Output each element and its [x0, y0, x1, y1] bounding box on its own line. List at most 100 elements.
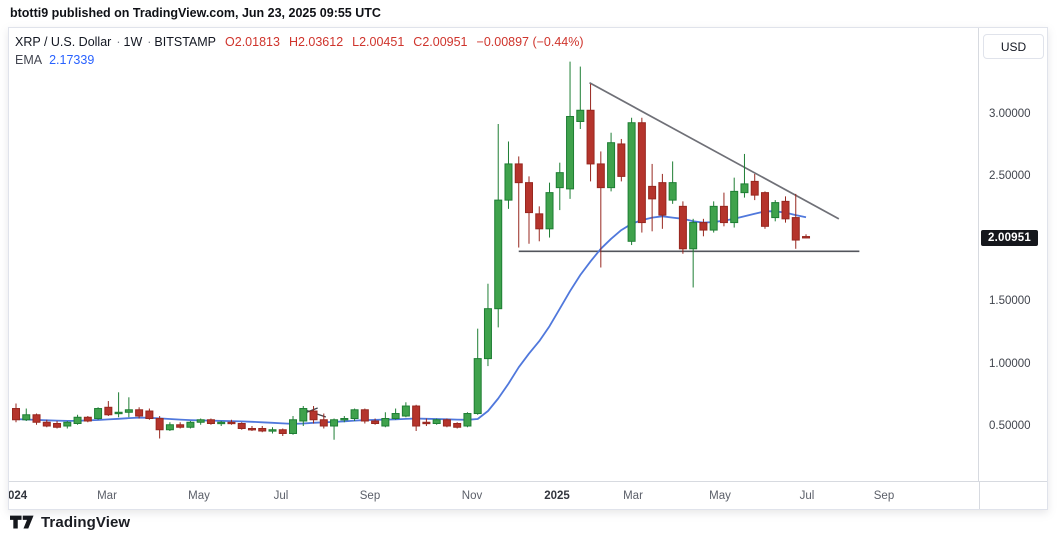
- candle[interactable]: [401, 402, 410, 418]
- symbol-legend-row[interactable]: XRP / U.S. Dollar · 1W · BITSTAMP O2.01813 H2.…: [15, 34, 587, 50]
- candle[interactable]: [432, 418, 441, 425]
- candle[interactable]: [463, 412, 472, 428]
- time-axis[interactable]: 024 Mar May Jul Sep Nov 2025 Mar May Jul Sep: [9, 481, 1047, 509]
- candle[interactable]: [689, 218, 698, 288]
- candle[interactable]: [227, 419, 236, 425]
- candle[interactable]: [247, 426, 256, 431]
- candle[interactable]: [750, 173, 759, 201]
- candle[interactable]: [381, 412, 390, 428]
- candle[interactable]: [12, 403, 20, 423]
- candle[interactable]: [514, 156, 523, 248]
- candle-body: [473, 358, 482, 415]
- candle[interactable]: [145, 408, 154, 420]
- candle[interactable]: [176, 422, 185, 429]
- candle-body: [155, 418, 164, 431]
- ohlc-high: H2.03612: [288, 35, 344, 49]
- candle[interactable]: [596, 151, 605, 268]
- candle[interactable]: [391, 408, 400, 420]
- candle[interactable]: [299, 406, 308, 426]
- candle[interactable]: [699, 218, 708, 237]
- candle[interactable]: [791, 193, 800, 249]
- candle[interactable]: [237, 422, 246, 430]
- candle[interactable]: [196, 418, 205, 425]
- ohlc-open: O2.01813: [225, 35, 280, 49]
- candle[interactable]: [586, 84, 595, 182]
- candle[interactable]: [760, 191, 769, 229]
- candle[interactable]: [576, 66, 585, 129]
- candle[interactable]: [32, 413, 41, 425]
- candlestick-chart[interactable]: [9, 28, 1047, 484]
- candle[interactable]: [289, 416, 298, 435]
- candle[interactable]: [53, 421, 62, 429]
- candle[interactable]: [135, 407, 144, 419]
- tradingview-watermark[interactable]: TradingView: [10, 514, 130, 531]
- candle[interactable]: [504, 141, 513, 209]
- descending-trendline[interactable]: [589, 82, 840, 220]
- candle[interactable]: [719, 192, 728, 227]
- candle[interactable]: [668, 161, 677, 204]
- candle[interactable]: [637, 117, 646, 233]
- time-axis-label: 024: [8, 489, 28, 502]
- ema-line[interactable]: [15, 210, 807, 425]
- candle[interactable]: [42, 419, 51, 428]
- candle[interactable]: [545, 182, 554, 238]
- candle[interactable]: [217, 421, 226, 426]
- candle[interactable]: [730, 177, 739, 228]
- candle[interactable]: [473, 328, 482, 415]
- candle[interactable]: [371, 418, 380, 425]
- candle[interactable]: [165, 422, 174, 431]
- candle-body: [268, 429, 277, 432]
- candle[interactable]: [678, 201, 687, 254]
- candle[interactable]: [278, 428, 287, 436]
- candle[interactable]: [94, 407, 103, 420]
- candle[interactable]: [627, 117, 636, 246]
- candle[interactable]: [607, 132, 616, 192]
- candle[interactable]: [494, 123, 503, 328]
- candle[interactable]: [525, 176, 533, 244]
- candle-body: [350, 409, 359, 420]
- candle[interactable]: [73, 414, 82, 425]
- candle[interactable]: [155, 416, 164, 439]
- candle[interactable]: [422, 418, 431, 426]
- candle[interactable]: [124, 397, 133, 418]
- candle[interactable]: [186, 421, 195, 429]
- candle[interactable]: [771, 200, 780, 222]
- candle[interactable]: [648, 163, 657, 232]
- candle[interactable]: [104, 401, 113, 417]
- candle[interactable]: [453, 422, 462, 429]
- time-axis-label: Mar: [623, 489, 643, 502]
- candle[interactable]: [566, 61, 575, 199]
- candle[interactable]: [350, 408, 359, 422]
- candle[interactable]: [412, 404, 421, 431]
- candle[interactable]: [442, 418, 451, 428]
- candle-body: [186, 421, 195, 428]
- candle[interactable]: [83, 416, 92, 423]
- candle[interactable]: [555, 162, 564, 211]
- price-axis[interactable]: USD 3.00000 2.50000 1.50000 1.00000 0.50000 2…: [978, 28, 1047, 484]
- candle[interactable]: [617, 138, 626, 182]
- candle[interactable]: [206, 418, 215, 425]
- candle-body: [442, 419, 451, 427]
- candle[interactable]: [535, 206, 544, 242]
- candle[interactable]: [258, 426, 267, 433]
- symbol-name: XRP / U.S. Dollar: [15, 35, 112, 49]
- candle[interactable]: [802, 234, 811, 239]
- indicator-legend-row[interactable]: EMA 2.17339: [15, 52, 587, 68]
- candle-body: [340, 418, 349, 421]
- candle[interactable]: [319, 413, 328, 429]
- candle[interactable]: [483, 283, 492, 367]
- candle[interactable]: [360, 408, 369, 424]
- candle[interactable]: [740, 153, 749, 198]
- candle[interactable]: [268, 427, 277, 434]
- candle[interactable]: [114, 392, 123, 418]
- candle[interactable]: [63, 421, 72, 429]
- currency-toggle-button[interactable]: USD: [983, 34, 1044, 59]
- candle[interactable]: [658, 173, 667, 229]
- candle[interactable]: [330, 418, 339, 440]
- candle[interactable]: [309, 406, 318, 424]
- candle[interactable]: [22, 408, 31, 422]
- candle[interactable]: [709, 201, 718, 233]
- candle[interactable]: [781, 196, 790, 223]
- candle[interactable]: [340, 416, 349, 423]
- price-axis-label: 1.00000: [989, 357, 1031, 370]
